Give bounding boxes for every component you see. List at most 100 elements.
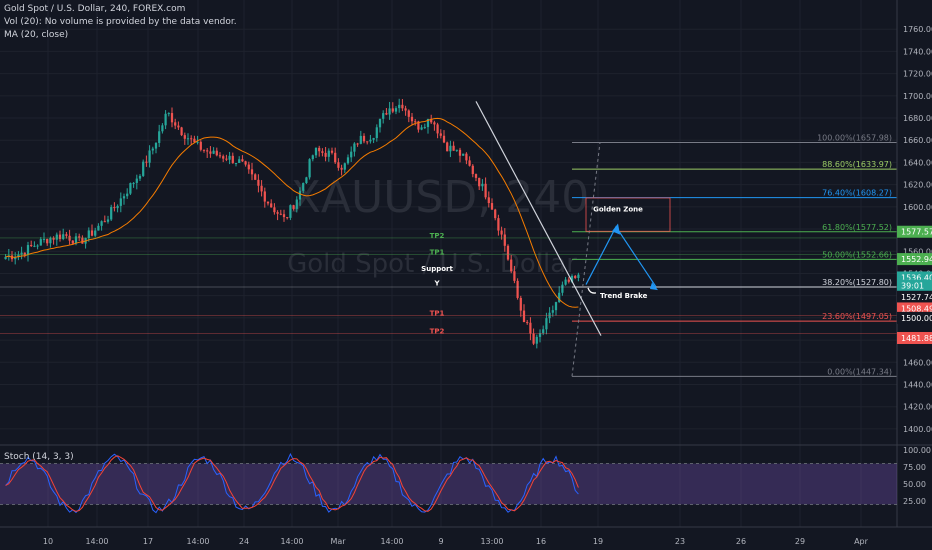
candle-body	[154, 142, 158, 149]
candle-body	[465, 153, 468, 161]
price-axis-tick: 1640.00	[903, 158, 932, 167]
candle-body	[289, 205, 292, 218]
candle-body	[474, 174, 478, 178]
candle-body	[484, 183, 487, 198]
candle-body	[516, 280, 519, 298]
candle-body	[161, 125, 164, 132]
watermark-symbol: XAUUSD, 240	[291, 172, 589, 223]
stoch-d-line	[5, 455, 579, 512]
candle-body	[183, 135, 186, 139]
candle-body	[55, 234, 58, 240]
price-tag-label: 1481.88	[901, 334, 932, 343]
time-axis-tick: 13:00	[480, 537, 503, 546]
candle-body	[385, 113, 388, 115]
candle-body	[350, 151, 353, 158]
candle-body	[4, 256, 7, 260]
candle-body	[369, 139, 372, 142]
stoch-axis-tick: 75.00	[903, 463, 926, 472]
price-tag-label: 1552.94	[901, 255, 932, 264]
candle-body	[100, 221, 103, 226]
candle-body	[94, 230, 97, 236]
price-tag	[897, 253, 932, 266]
price-tag-label: 1577.57	[901, 228, 932, 237]
candle-body	[14, 257, 17, 260]
candle-body	[503, 234, 506, 246]
candle-body	[542, 329, 545, 334]
stoch-axis-tick: 50.00	[903, 480, 926, 489]
candle-body	[193, 138, 196, 143]
candle-body	[238, 159, 241, 163]
candle-body	[158, 131, 161, 143]
candle-body	[302, 183, 305, 191]
candle-body	[241, 159, 244, 162]
price-tag	[897, 331, 932, 344]
stoch-band	[0, 463, 897, 505]
candle-body	[407, 110, 410, 117]
candle-body	[574, 275, 577, 279]
candle-body	[199, 141, 202, 150]
candle-body	[426, 118, 430, 128]
candle-body	[138, 175, 142, 179]
candle-body	[564, 279, 567, 285]
candle-body	[17, 254, 20, 258]
candle-body	[247, 164, 250, 170]
candle-body	[282, 214, 286, 218]
candle-body	[263, 191, 266, 202]
price-axis-tick: 1400.00	[903, 425, 932, 434]
time-axis-tick: 19	[593, 537, 603, 546]
chart-title: Gold Spot / U.S. Dollar, 240, FOREX.com	[4, 4, 186, 14]
candle-body	[500, 230, 503, 235]
candle-body	[279, 213, 282, 215]
candle-body	[314, 147, 318, 156]
candle-body	[401, 104, 404, 109]
candle-body	[446, 142, 449, 152]
candle-body	[449, 145, 452, 152]
candle-body	[52, 237, 55, 240]
candle-body	[74, 236, 78, 244]
candle-body	[62, 234, 65, 240]
candle-body	[180, 127, 183, 136]
candle-body	[110, 207, 113, 220]
price-axis-tick: 1680.00	[903, 114, 932, 123]
golden-zone-box	[585, 197, 671, 232]
fib-level-label: 61.80%(1577.52)	[822, 223, 892, 232]
fib-level-label: 38.20%(1527.80)	[822, 278, 892, 287]
candle-body	[148, 150, 151, 163]
price-axis-tick: 1760.00	[903, 25, 932, 34]
candle-body	[321, 151, 324, 153]
price-tag-label: 39:01	[901, 282, 924, 291]
price-tag-label: 1536.40	[901, 273, 932, 282]
candle-body	[375, 127, 378, 139]
annotation-label: Golden Zone	[593, 205, 643, 213]
time-axis-tick: Mar	[330, 537, 346, 546]
arrow-head-icon	[650, 282, 658, 291]
candle-body	[570, 275, 574, 282]
fib-level-label: 50.00%(1552.66)	[822, 250, 892, 259]
stoch-legend: Stoch (14, 3, 3)	[4, 452, 74, 462]
candle-body	[423, 127, 426, 129]
candle-body	[346, 157, 350, 164]
candle-body	[561, 284, 564, 293]
candle-body	[260, 185, 263, 192]
candle-body	[36, 245, 39, 247]
ma-legend: MA (20, close)	[4, 30, 69, 40]
candle-body	[209, 151, 212, 154]
candle-body	[535, 336, 538, 344]
candle-body	[327, 150, 330, 157]
candle-body	[164, 113, 167, 126]
price-axis-tick: 1440.00	[903, 380, 932, 389]
price-axis-tick: 1460.00	[903, 358, 932, 367]
candle-body	[126, 193, 129, 197]
candle-body	[196, 141, 199, 143]
candle-body	[49, 237, 52, 244]
candle-body	[481, 183, 484, 187]
candle-body	[167, 113, 170, 115]
candle-body	[186, 138, 190, 140]
candle-body	[382, 113, 385, 119]
candle-body	[497, 218, 500, 231]
candles	[4, 98, 580, 349]
price-tag	[897, 225, 932, 238]
time-axis-tick: 10	[43, 537, 53, 546]
candle-body	[257, 179, 260, 186]
